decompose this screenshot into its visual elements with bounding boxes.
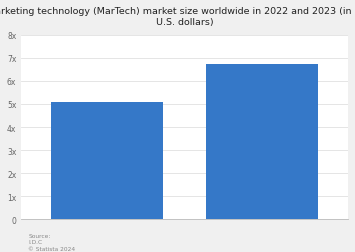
Text: Source:
I.D.C
© Statista 2024: Source: I.D.C © Statista 2024 bbox=[28, 233, 76, 251]
Title: Marketing technology (MarTech) market size worldwide in 2022 and 2023 (in billio: Marketing technology (MarTech) market si… bbox=[0, 7, 355, 27]
Bar bbox=[206, 65, 318, 219]
Bar bbox=[51, 102, 163, 219]
